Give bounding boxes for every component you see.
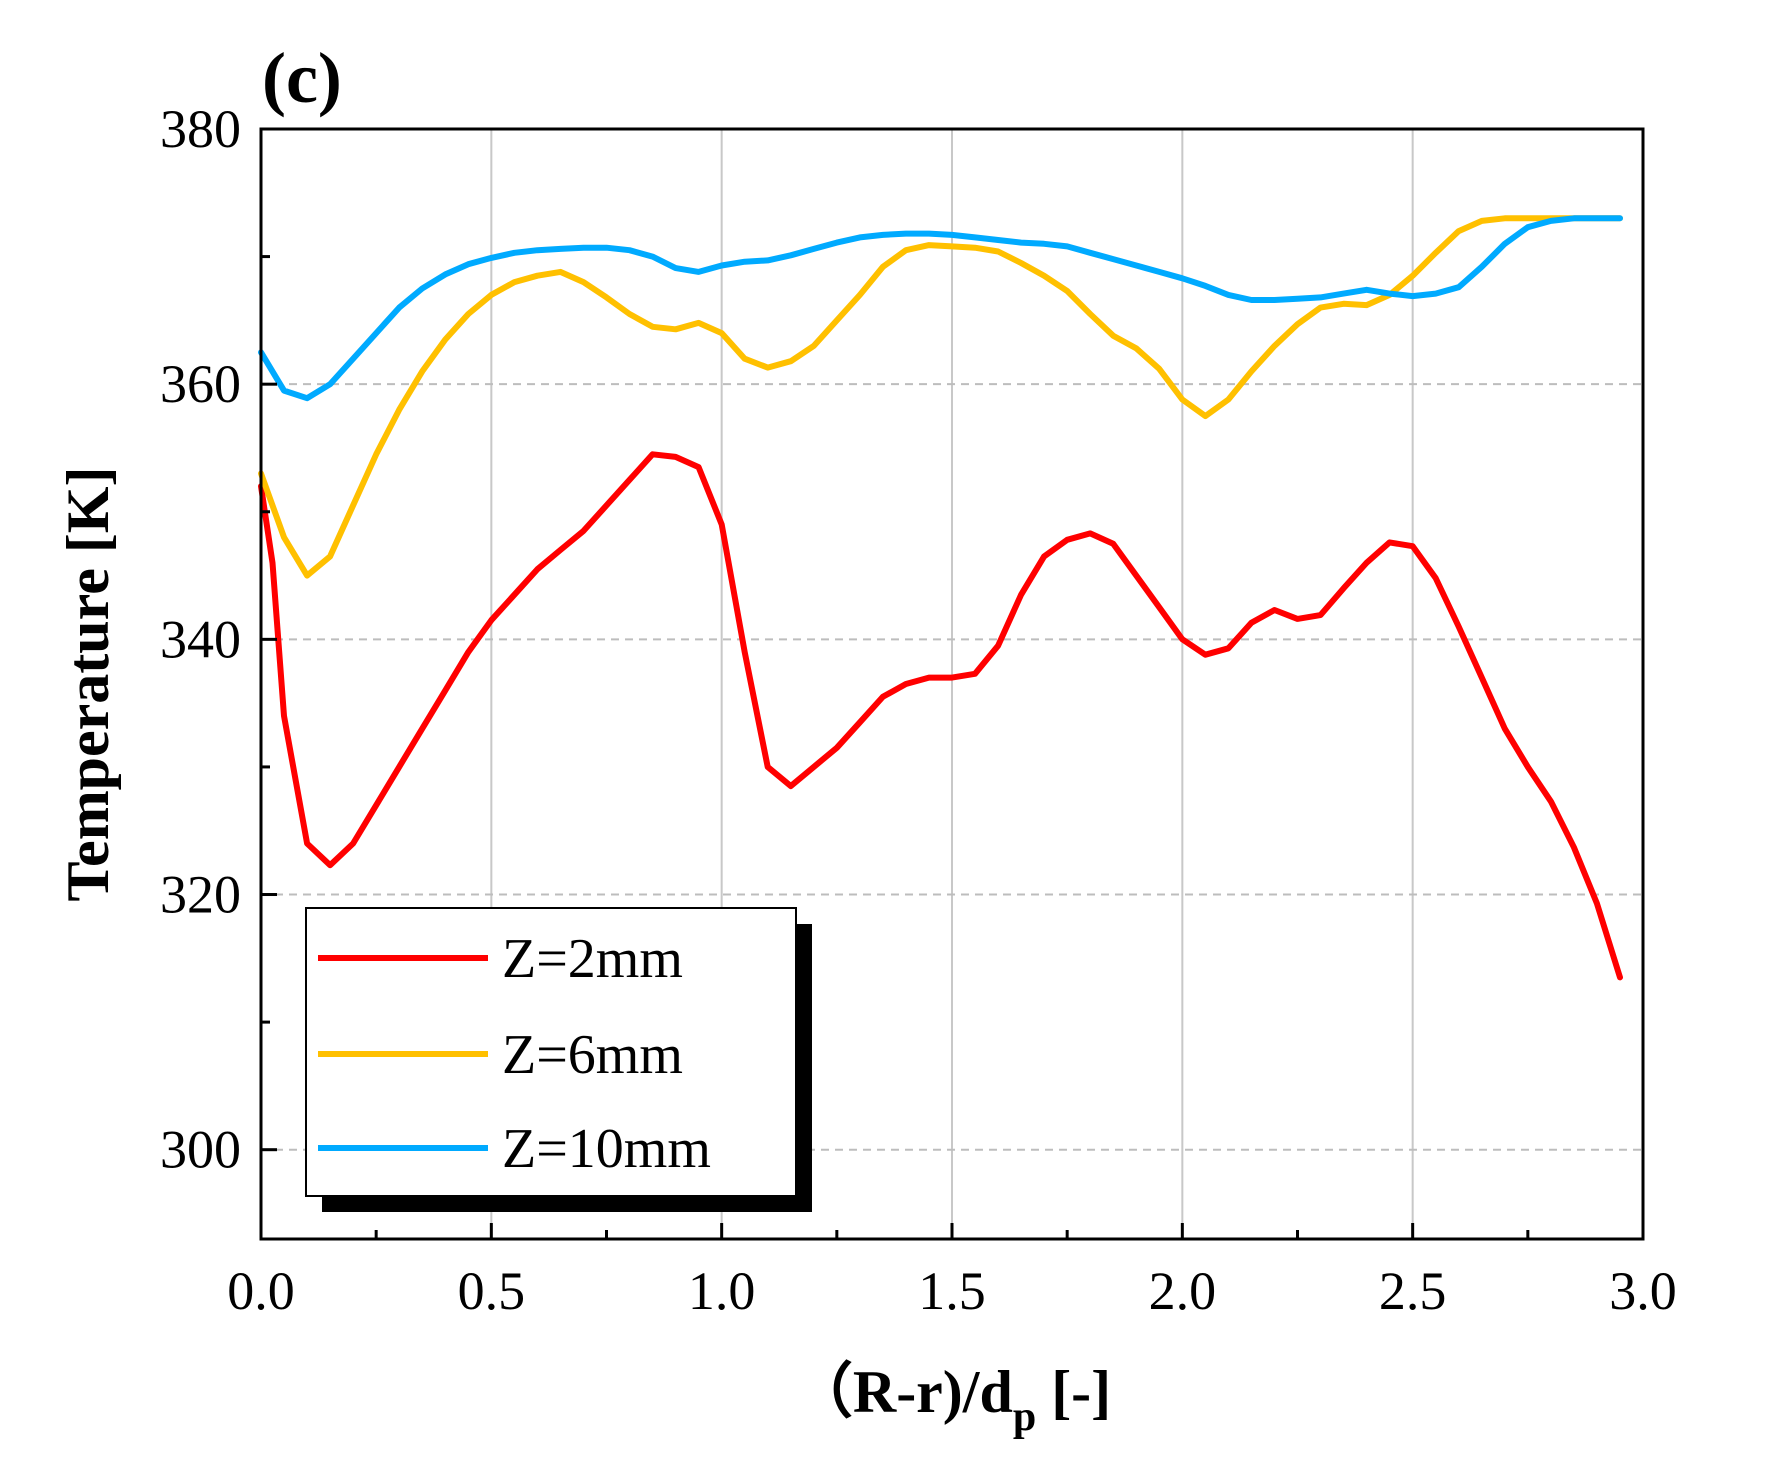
legend-label-z2: Z=2mm [502, 928, 683, 990]
y-tick-label: 360 [160, 354, 241, 414]
series-layer [258, 215, 1623, 981]
panel-label: (c) [262, 38, 342, 118]
x-axis-title: （R-r)/dp [-] [793, 1358, 1111, 1440]
x-tick-label: 1.0 [688, 1261, 756, 1321]
x-axis-title-subscript: p [1013, 1394, 1036, 1440]
legend-label-z10: Z=10mm [502, 1118, 711, 1180]
series-line-z-2mm [258, 451, 1623, 981]
legend-label-z6: Z=6mm [502, 1024, 683, 1086]
x-tick-label: 3.0 [1609, 1261, 1677, 1321]
x-axis-title-main: （R-r)/d [793, 1358, 1013, 1425]
x-axis-title-tail: [-] [1036, 1359, 1111, 1425]
series-line-z-10mm [258, 215, 1623, 402]
x-tick-label: 1.5 [918, 1261, 986, 1321]
y-axis-title: Temperature [K] [55, 467, 121, 902]
x-tick-label: 2.5 [1379, 1261, 1447, 1321]
x-tick-label: 2.0 [1149, 1261, 1217, 1321]
y-tick-label: 340 [160, 609, 241, 669]
y-tick-label: 300 [160, 1120, 241, 1180]
y-tick-label: 320 [160, 865, 241, 925]
y-tick-label: 380 [160, 99, 241, 159]
x-tick-label: 0.5 [458, 1261, 526, 1321]
x-tick-label: 0.0 [227, 1261, 295, 1321]
legend: Z=2mm Z=6mm Z=10mm [305, 907, 812, 1212]
tick-layer [259, 127, 1645, 1239]
tick-label-layer: 0.0 0.5 1.0 1.5 2.0 2.5 3.0 300 320 340 360 380 [160, 99, 1677, 1321]
series-line-z-6mm [258, 215, 1623, 579]
